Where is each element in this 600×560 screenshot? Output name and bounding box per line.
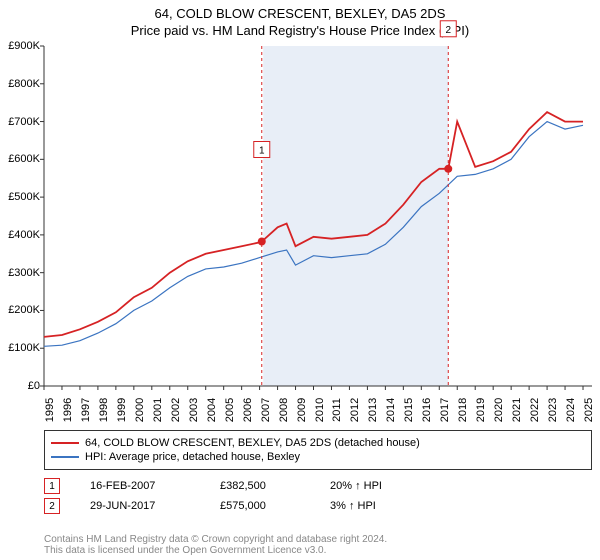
- x-axis-tick-label: 2002: [170, 398, 182, 422]
- x-axis-tick-label: 2006: [242, 398, 254, 422]
- chart-plot-area: 12 £0£100K£200K£300K£400K£500K£600K£700K…: [44, 46, 592, 386]
- x-axis-tick-label: 2025: [583, 398, 595, 422]
- x-axis-tick-label: 2014: [385, 398, 397, 422]
- svg-text:2: 2: [445, 25, 451, 36]
- legend-item: 64, COLD BLOW CRESCENT, BEXLEY, DA5 2DS …: [51, 437, 585, 449]
- transactions-table: 1 16-FEB-2007 £382,500 20% ↑ HPI 2 29-JU…: [44, 474, 592, 518]
- x-axis-tick-label: 2009: [296, 398, 308, 422]
- chart-title-line1: 64, COLD BLOW CRESCENT, BEXLEY, DA5 2DS: [0, 0, 600, 21]
- footer-attribution: Contains HM Land Registry data © Crown c…: [44, 534, 592, 556]
- x-axis-tick-label: 2015: [403, 398, 415, 422]
- transaction-price: £382,500: [220, 480, 330, 492]
- x-axis-tick-label: 1997: [80, 398, 92, 422]
- x-axis-tick-label: 2010: [314, 398, 326, 422]
- legend-swatch: [51, 456, 79, 458]
- y-axis-tick-label: £400K: [0, 229, 40, 241]
- legend-label: 64, COLD BLOW CRESCENT, BEXLEY, DA5 2DS …: [85, 437, 420, 449]
- y-axis-tick-label: £0: [0, 380, 40, 392]
- x-axis-tick-label: 1998: [98, 398, 110, 422]
- transaction-hpi-diff: 3% ↑ HPI: [330, 500, 430, 512]
- x-axis-tick-label: 2012: [349, 398, 361, 422]
- x-axis-tick-label: 2024: [565, 398, 577, 422]
- x-axis-tick-label: 2022: [529, 398, 541, 422]
- x-axis-tick-label: 2017: [439, 398, 451, 422]
- y-axis-tick-label: £700K: [0, 116, 40, 128]
- transaction-hpi-diff: 20% ↑ HPI: [330, 480, 430, 492]
- x-axis-tick-label: 2021: [511, 398, 523, 422]
- y-axis-tick-label: £500K: [0, 191, 40, 203]
- chart-container: 64, COLD BLOW CRESCENT, BEXLEY, DA5 2DS …: [0, 0, 600, 560]
- x-axis-tick-label: 2008: [278, 398, 290, 422]
- y-axis-tick-label: £300K: [0, 267, 40, 279]
- legend-item: HPI: Average price, detached house, Bexl…: [51, 451, 585, 463]
- y-axis-tick-label: £900K: [0, 40, 40, 52]
- x-axis-tick-label: 2000: [134, 398, 146, 422]
- x-axis-tick-label: 2023: [547, 398, 559, 422]
- transaction-row: 2 29-JUN-2017 £575,000 3% ↑ HPI: [44, 498, 592, 514]
- x-axis-tick-label: 1996: [62, 398, 74, 422]
- transaction-date: 29-JUN-2017: [90, 500, 220, 512]
- x-axis-tick-label: 2003: [188, 398, 200, 422]
- footer-line: This data is licensed under the Open Gov…: [44, 545, 592, 556]
- legend-swatch: [51, 442, 79, 445]
- x-axis-tick-label: 2005: [224, 398, 236, 422]
- x-axis-tick-label: 2018: [457, 398, 469, 422]
- transaction-marker: 2: [44, 498, 60, 514]
- y-axis-tick-label: £100K: [0, 342, 40, 354]
- chart-title-line2: Price paid vs. HM Land Registry's House …: [0, 21, 600, 38]
- x-axis-tick-label: 2001: [152, 398, 164, 422]
- x-axis-tick-label: 2020: [493, 398, 505, 422]
- svg-text:1: 1: [259, 146, 265, 157]
- x-axis-tick-label: 2019: [475, 398, 487, 422]
- y-axis-tick-label: £600K: [0, 153, 40, 165]
- x-axis-tick-label: 1995: [44, 398, 56, 422]
- transaction-date: 16-FEB-2007: [90, 480, 220, 492]
- x-axis-tick-label: 1999: [116, 398, 128, 422]
- x-axis-tick-label: 2004: [206, 398, 218, 422]
- y-axis-tick-label: £800K: [0, 78, 40, 90]
- transaction-row: 1 16-FEB-2007 £382,500 20% ↑ HPI: [44, 478, 592, 494]
- transaction-marker: 1: [44, 478, 60, 494]
- transaction-number: 2: [49, 501, 55, 512]
- transaction-price: £575,000: [220, 500, 330, 512]
- transaction-number: 1: [49, 481, 55, 492]
- footer-line: Contains HM Land Registry data © Crown c…: [44, 534, 592, 545]
- line-chart-svg: 12: [44, 46, 592, 386]
- legend-label: HPI: Average price, detached house, Bexl…: [85, 451, 300, 463]
- x-axis-tick-label: 2016: [421, 398, 433, 422]
- x-axis-tick-label: 2007: [260, 398, 272, 422]
- x-axis-tick-label: 2013: [367, 398, 379, 422]
- y-axis-tick-label: £200K: [0, 304, 40, 316]
- legend: 64, COLD BLOW CRESCENT, BEXLEY, DA5 2DS …: [44, 430, 592, 470]
- x-axis-tick-label: 2011: [331, 398, 343, 422]
